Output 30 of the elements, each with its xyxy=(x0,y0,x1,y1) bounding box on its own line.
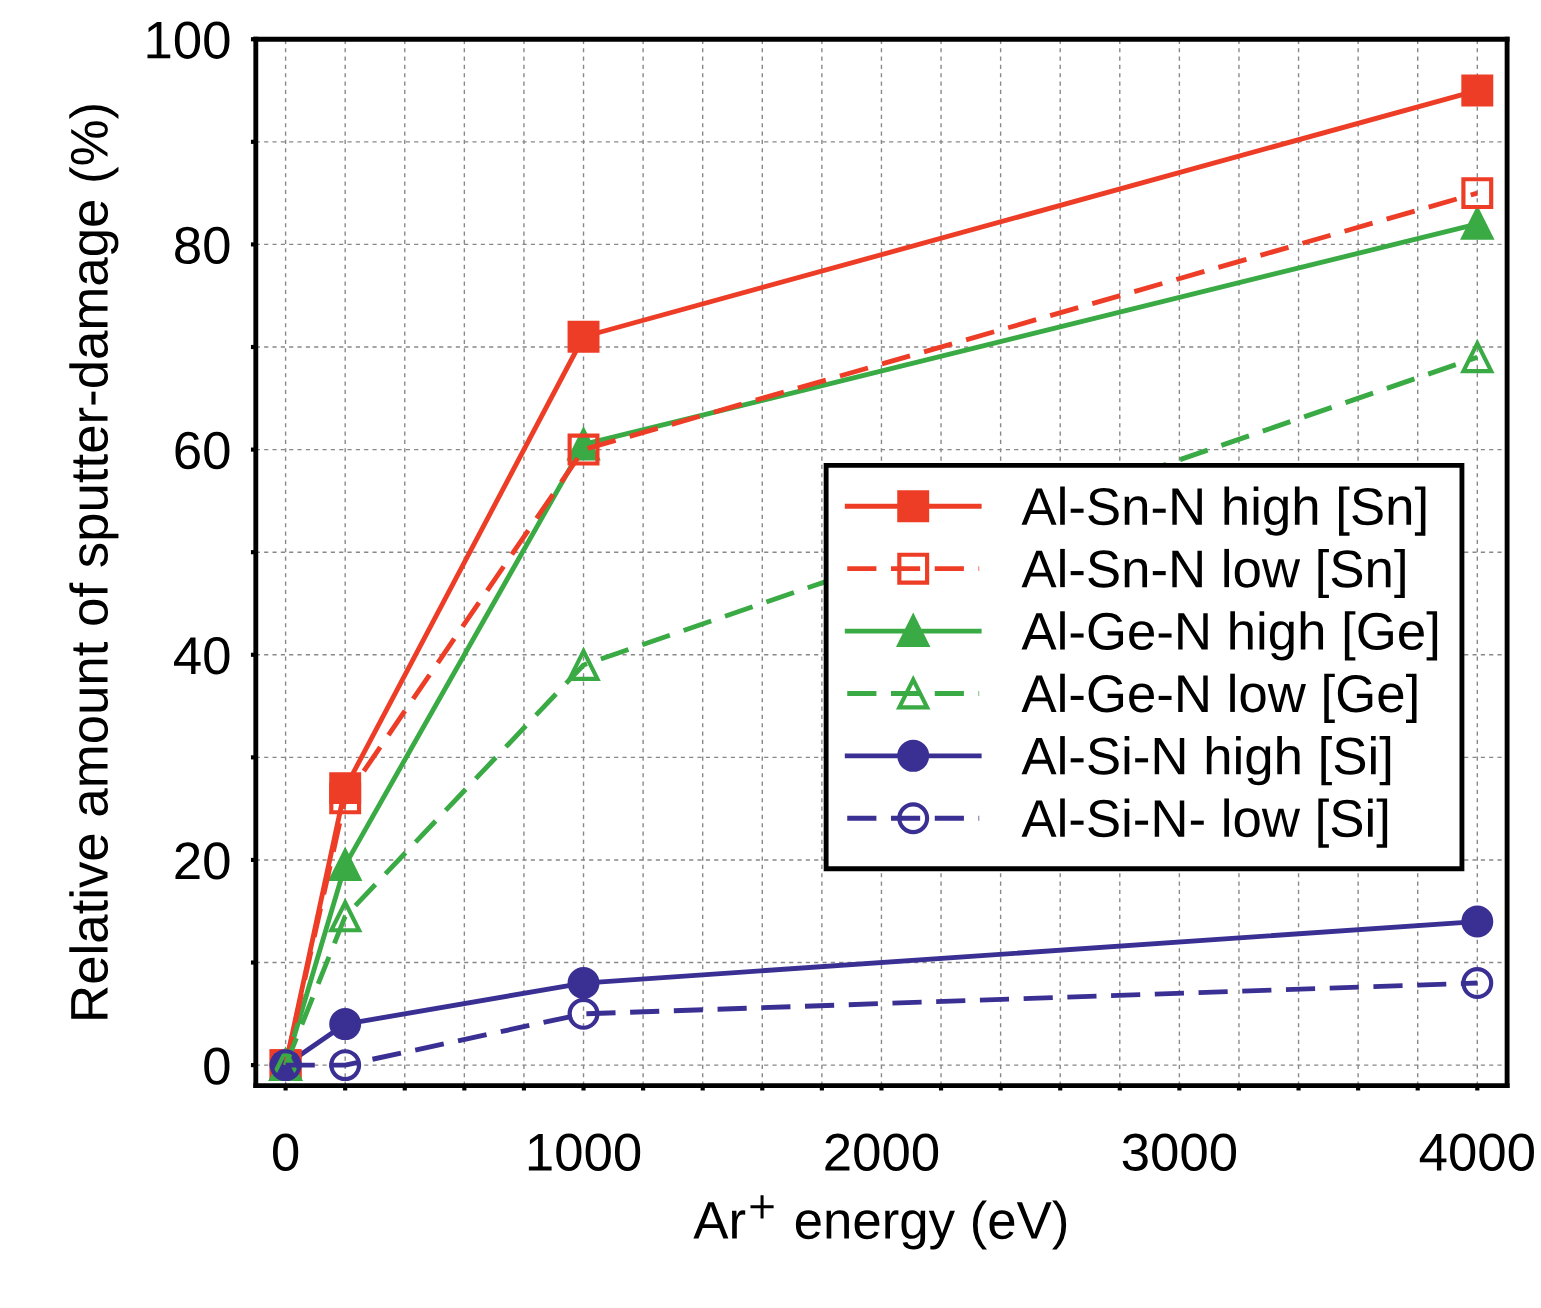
y-tick-label: 100 xyxy=(147,21,230,59)
y-tick-label: 60 xyxy=(175,431,230,470)
legend-label: Al-Sn-N low [Sn] xyxy=(1021,548,1405,599)
point xyxy=(329,782,362,815)
legend-label: Al-Si-N high [Si] xyxy=(1021,736,1391,786)
y-axis-title: Relative amount of sputter-damage (%) xyxy=(69,105,119,1019)
x-axis-title: Ar$^{+}$ energy (eV) xyxy=(693,1195,1067,1250)
point xyxy=(567,320,600,353)
point xyxy=(567,967,600,1000)
legend-label: Al-Sn-N high [Sn] xyxy=(1021,486,1426,536)
x-tick-label: 4000 xyxy=(1419,1133,1534,1171)
point xyxy=(1461,967,1494,1000)
y-tick-label: 80 xyxy=(175,226,230,265)
legend-label: Al-Ge-N low [Ge] xyxy=(1021,673,1417,723)
legend-label: Al-Ge-N high [Ge] xyxy=(1021,611,1438,661)
legend-label: Al-Si-N- low [Si] xyxy=(1021,798,1388,848)
x-tick-label: 0 xyxy=(272,1133,299,1171)
x-tick-label: 3000 xyxy=(1122,1133,1237,1171)
point xyxy=(329,1008,362,1041)
x-tick-label: 2000 xyxy=(825,1133,939,1171)
y-tick-label: 0 xyxy=(204,1047,230,1085)
point xyxy=(1461,207,1494,240)
x-tick-label: 1000 xyxy=(528,1133,641,1171)
point xyxy=(1461,905,1494,938)
y-tick-label: 20 xyxy=(175,842,230,880)
point xyxy=(1461,74,1494,107)
y-tick-label: 40 xyxy=(174,637,230,675)
point xyxy=(329,1049,362,1082)
point xyxy=(1461,177,1494,210)
point xyxy=(567,997,600,1030)
